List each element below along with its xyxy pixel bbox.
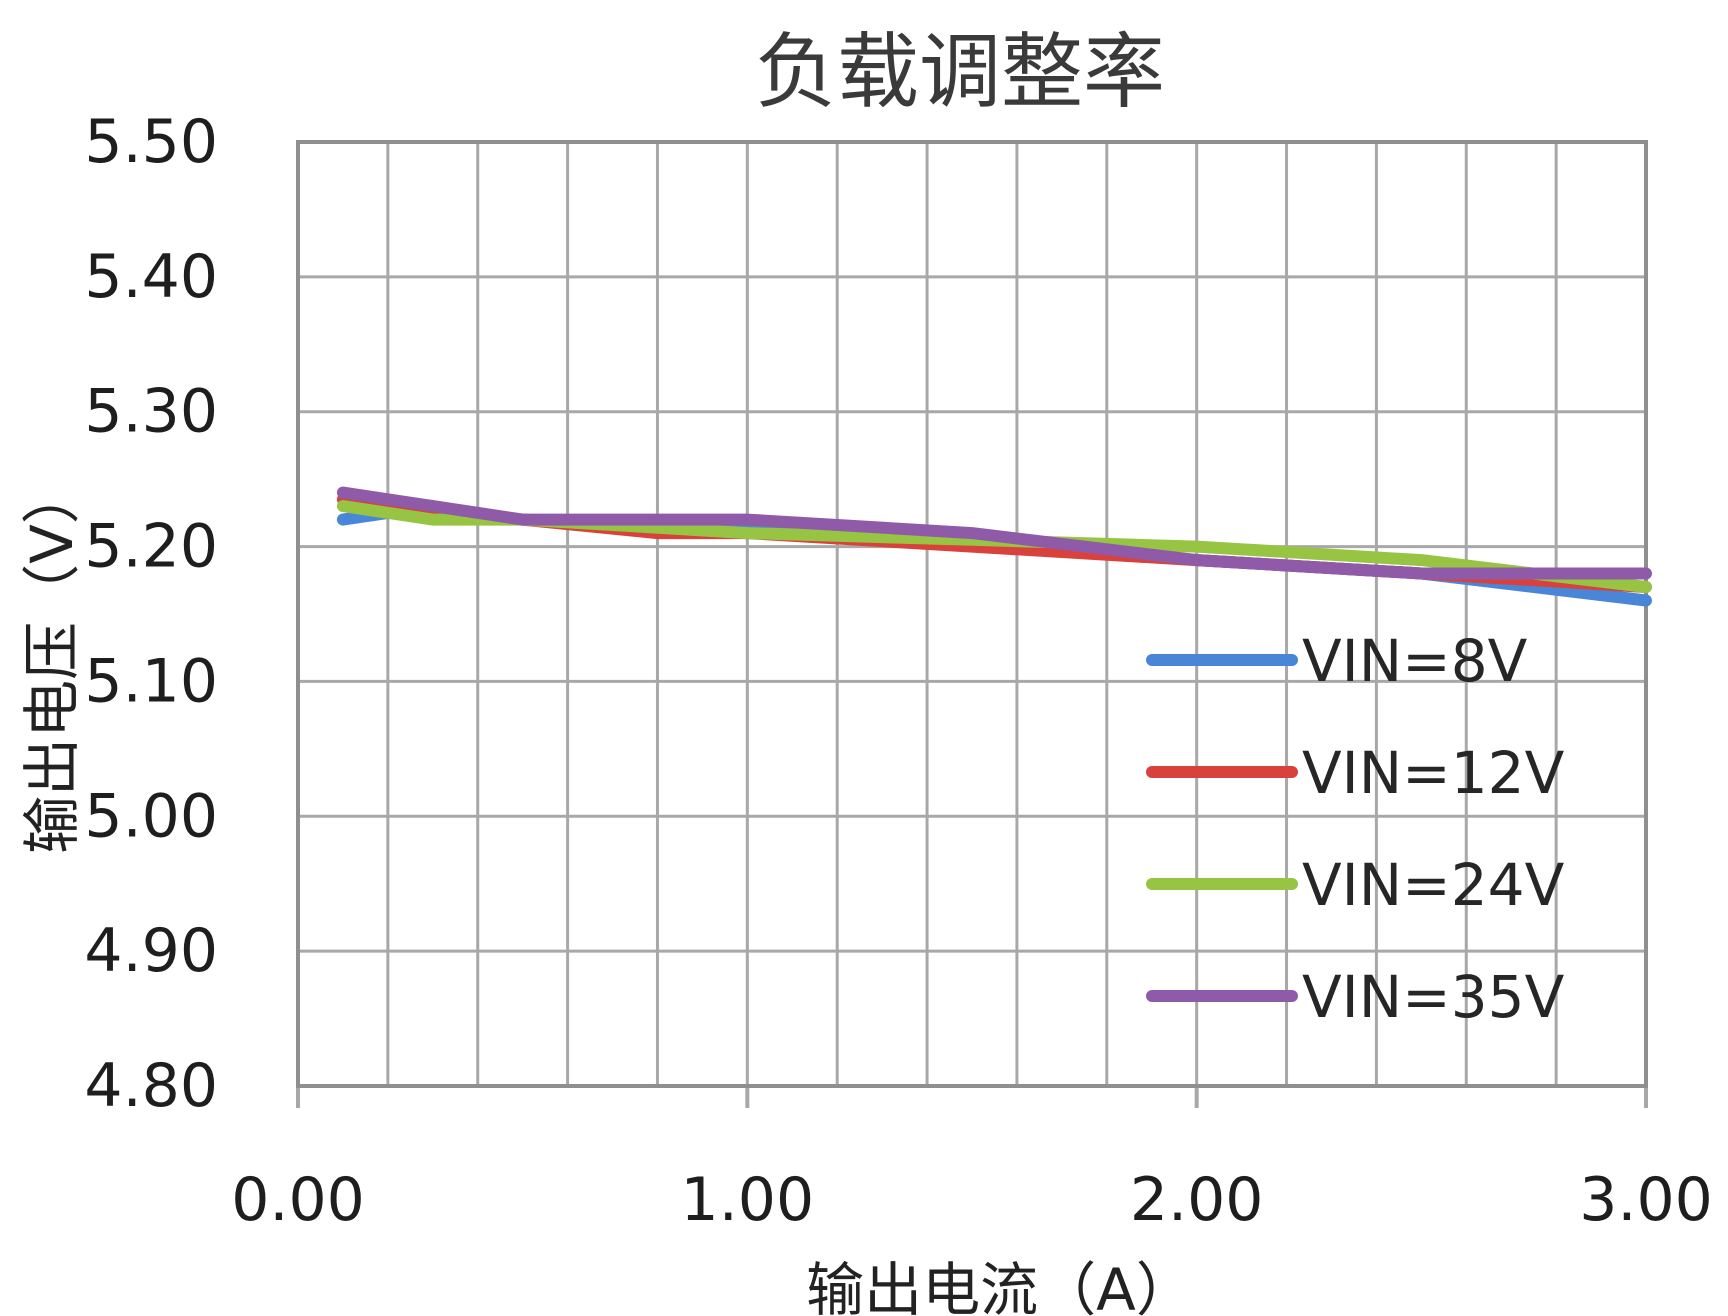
y-tick-label: 4.80 bbox=[84, 1051, 218, 1121]
y-tick-label: 5.40 bbox=[84, 242, 218, 312]
legend-label: VIN=35V bbox=[1302, 963, 1565, 1031]
x-tick-label: 1.00 bbox=[681, 1165, 815, 1235]
y-tick-label: 5.20 bbox=[84, 512, 218, 582]
x-tick-label: 0.00 bbox=[231, 1165, 365, 1235]
x-tick-labels: 0.00 1.00 2.00 3.00 bbox=[231, 1165, 1713, 1235]
chart-title: 负载调整率 bbox=[755, 25, 1165, 120]
y-tick-label: 5.10 bbox=[84, 646, 218, 716]
legend-label: VIN=12V bbox=[1302, 739, 1565, 807]
series-lines bbox=[336, 486, 1652, 607]
y-tick-label: 5.30 bbox=[84, 377, 218, 447]
y-tick-labels: 4.80 4.90 5.00 5.10 5.20 5.30 5.40 5.50 bbox=[84, 107, 218, 1121]
x-tick-label: 2.00 bbox=[1130, 1165, 1264, 1235]
plot-frame bbox=[296, 140, 1648, 1088]
y-tick-label: 5.50 bbox=[84, 107, 218, 177]
series-line-vin-24v bbox=[336, 500, 1652, 593]
legend-label: VIN=8V bbox=[1302, 627, 1528, 695]
grid bbox=[296, 140, 1648, 1108]
x-tick-label: 3.00 bbox=[1579, 1165, 1713, 1235]
legend: VIN=8V VIN=12V VIN=24V VIN=35V bbox=[1146, 627, 1565, 1031]
y-tick-label: 5.00 bbox=[84, 781, 218, 851]
x-axis-label: 输出电流（A） bbox=[806, 1256, 1194, 1316]
series-line-vin-35v bbox=[336, 486, 1652, 580]
legend-label: VIN=24V bbox=[1302, 851, 1565, 919]
y-tick-label: 4.90 bbox=[84, 916, 218, 986]
y-axis-label: 输出电压（V） bbox=[18, 466, 86, 854]
